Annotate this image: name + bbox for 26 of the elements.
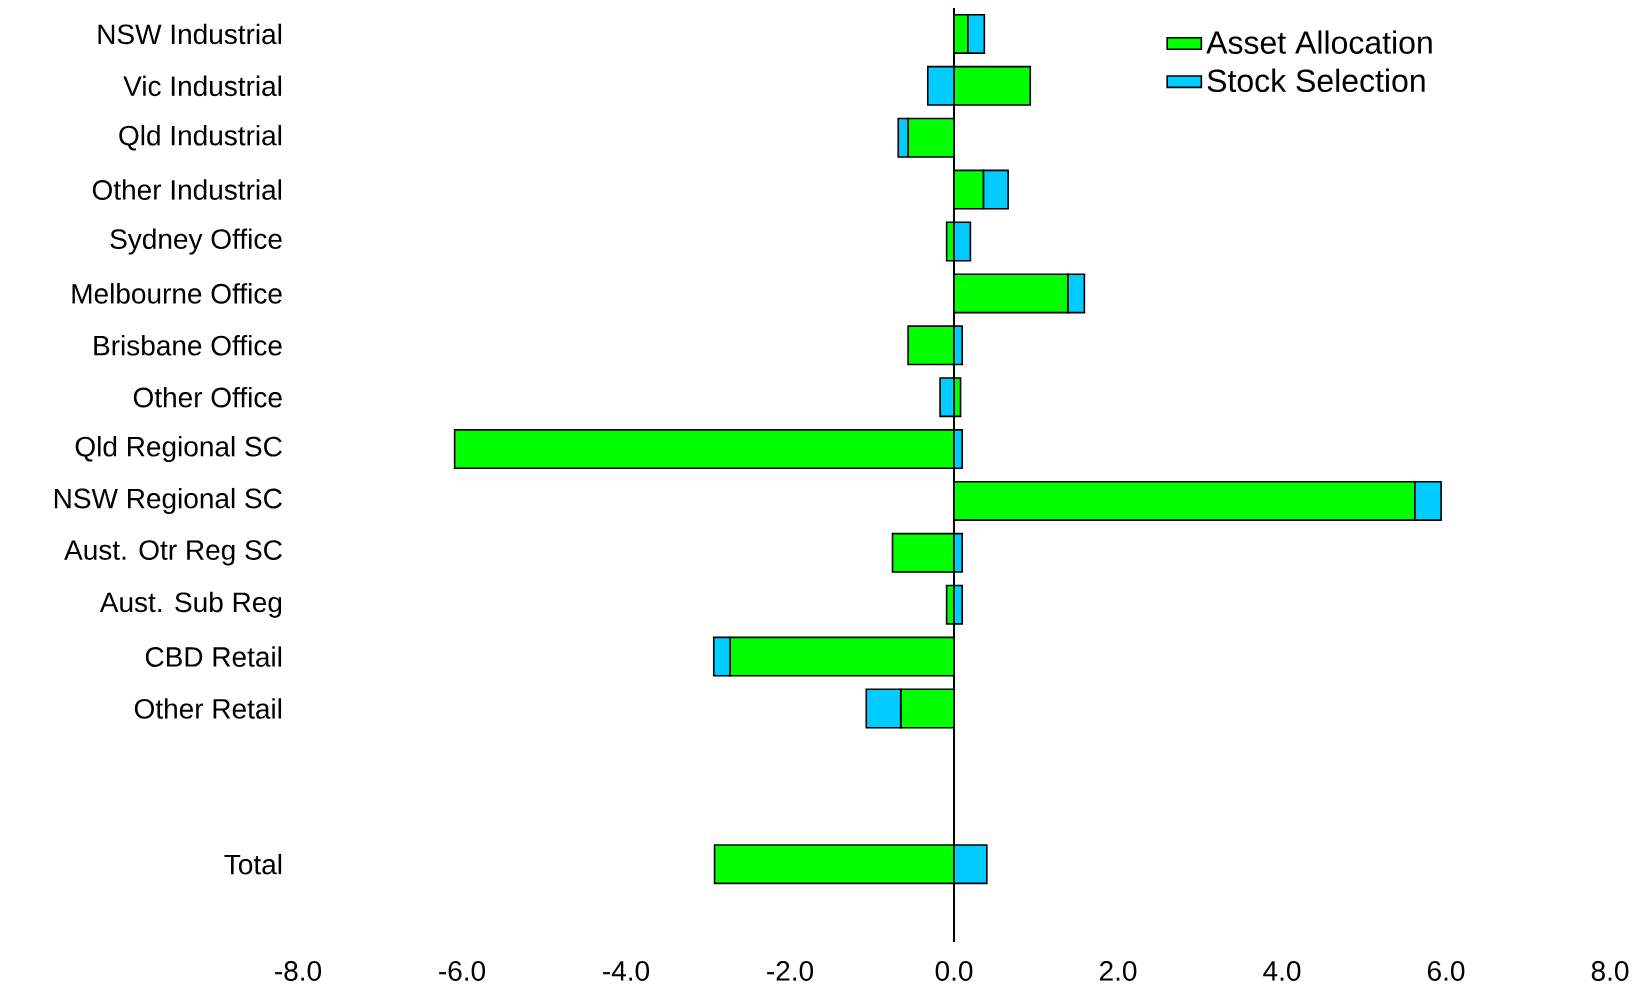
y-tick-label: NSW Regional SC: [54, 487, 282, 514]
y-tick-label: Qld Regional SC: [75, 436, 282, 463]
x-tick-label: -4.0: [603, 961, 650, 981]
y-tick-label: Melbourne Office: [72, 283, 282, 304]
y-tick-label: Qld Industrial: [119, 124, 282, 151]
x-tick-label: -8.0: [275, 961, 322, 981]
y-tick-label: Total: [224, 853, 282, 875]
y-tick-label: Other Office: [133, 386, 282, 408]
x-tick-label: 0.0: [935, 961, 973, 981]
y-tick-label: Aust. Sub Reg: [99, 591, 282, 618]
x-tick-label: -6.0: [439, 961, 486, 981]
y-tick-label: CBD Retail: [145, 646, 282, 667]
legend-label: Stock Selection: [1207, 68, 1425, 93]
legend-label: Asset Allocation: [1206, 30, 1432, 54]
x-tick-label: 8.0: [1591, 961, 1629, 981]
y-tick-label: NSW Industrial: [98, 23, 282, 45]
y-tick-label: Other Industrial: [92, 179, 282, 200]
x-tick-label: -2.0: [767, 961, 814, 981]
y-tick-label: Brisbane Office: [94, 334, 282, 356]
x-tick-label: 4.0: [1263, 961, 1301, 981]
y-tick-label: Sydney Office: [110, 228, 282, 255]
y-tick-label: Vic Industrial: [123, 75, 282, 97]
y-tick-label: Other Retail: [134, 698, 282, 719]
x-tick-label: 2.0: [1099, 961, 1137, 981]
y-tick-label: Aust. Otr Reg SC: [64, 540, 282, 566]
x-tick-label: 6.0: [1427, 961, 1465, 981]
